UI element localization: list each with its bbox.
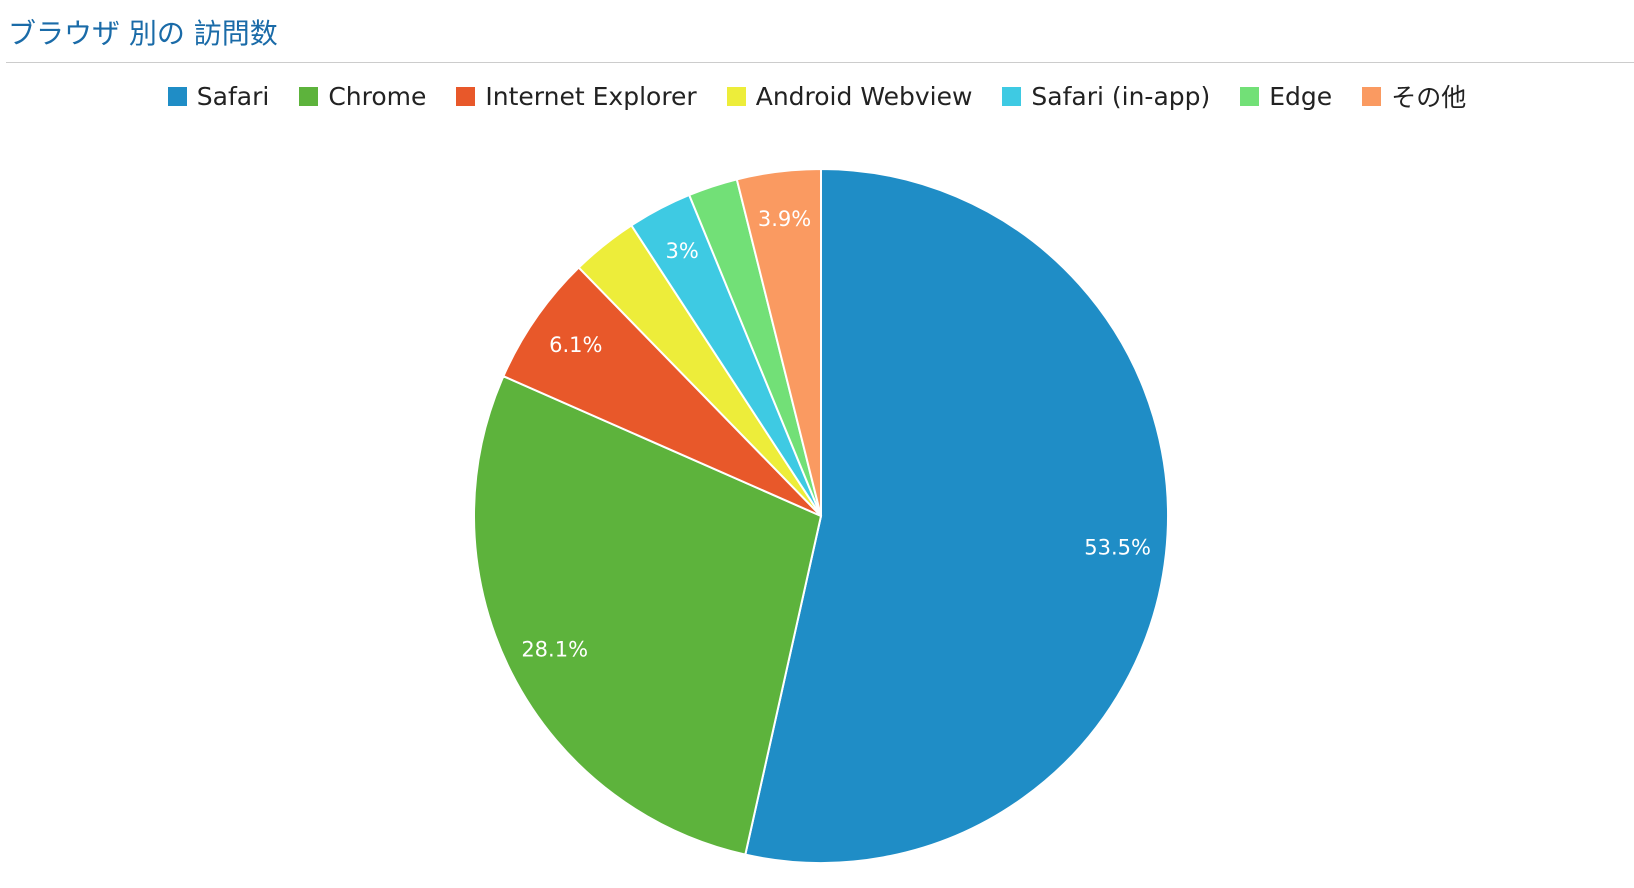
legend-item: Safari (in-app)	[1002, 78, 1210, 114]
legend-swatch	[1362, 86, 1382, 106]
data-label: 3.9%	[758, 207, 811, 231]
legend-label: その他	[1391, 83, 1467, 112]
legend-swatch	[456, 86, 476, 106]
legend-swatch	[299, 86, 319, 106]
legend-swatch	[1240, 86, 1260, 106]
legend-item: Android Webview	[726, 78, 973, 114]
legend-swatch	[1002, 86, 1022, 106]
pie-slice	[502, 266, 822, 517]
data-label: 6.1%	[549, 333, 602, 357]
legend-swatch	[726, 86, 746, 106]
legend-item: Edge	[1240, 78, 1332, 114]
legend: Safari Chrome Internet Explorer Android Web…	[0, 78, 1634, 114]
legend-label: Safari (in-app)	[1031, 81, 1211, 111]
legend-label: Safari	[196, 81, 270, 111]
legend-label: Internet Explorer	[485, 81, 697, 111]
legend-label: Edge	[1269, 81, 1333, 111]
legend-swatch	[167, 86, 187, 106]
legend-label: Chrome	[328, 81, 427, 111]
legend-label: Android Webview	[755, 81, 973, 111]
data-label: 53.5%	[1084, 536, 1151, 560]
title-rule	[6, 62, 1634, 63]
legend-item: Chrome	[299, 78, 426, 114]
pie-slice	[735, 167, 822, 517]
chart-title: ブラウザ 別の 訪問数	[8, 17, 278, 50]
data-label: 3%	[666, 239, 699, 263]
legend-item: Safari	[167, 78, 270, 114]
legend-item: その他	[1362, 78, 1466, 114]
legend-item: Internet Explorer	[456, 78, 697, 114]
pie-slice	[473, 374, 823, 856]
data-label: 28.1%	[521, 638, 588, 662]
pie-slice	[744, 167, 1169, 864]
